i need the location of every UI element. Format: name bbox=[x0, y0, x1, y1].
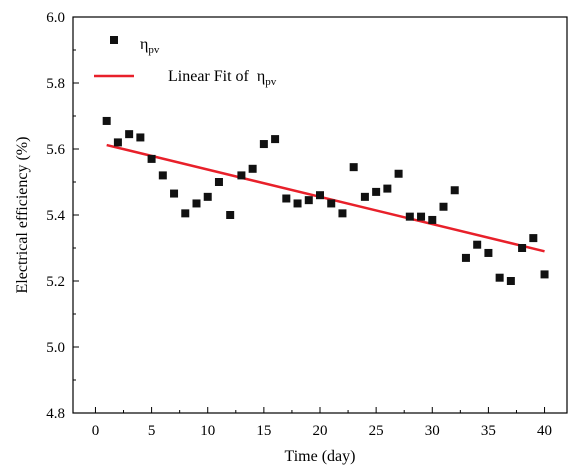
y-tick-label: 5.8 bbox=[46, 76, 65, 92]
data-point bbox=[338, 209, 347, 218]
data-point bbox=[158, 171, 167, 180]
y-axis-ticks: 4.8 5.0 5.2 5.4 5.6 5.8 6.0 bbox=[46, 10, 79, 422]
data-point bbox=[259, 140, 268, 149]
x-tick-label: 20 bbox=[313, 423, 328, 439]
x-axis-title: Time (day) bbox=[285, 448, 356, 465]
data-point bbox=[226, 211, 235, 219]
y-tick-label: 5.2 bbox=[46, 274, 65, 290]
linear-fit-line bbox=[106, 143, 545, 253]
legend-points-subscript: pv bbox=[148, 44, 160, 56]
x-tick-label: 25 bbox=[369, 423, 384, 439]
x-tick-label: 30 bbox=[425, 423, 440, 439]
data-point bbox=[170, 189, 179, 198]
x-tick-label: 5 bbox=[148, 423, 156, 439]
x-tick-label: 40 bbox=[537, 423, 552, 439]
data-point bbox=[417, 212, 426, 221]
data-point bbox=[473, 240, 482, 249]
data-point bbox=[529, 234, 538, 243]
data-point bbox=[271, 135, 280, 144]
data-point bbox=[181, 209, 190, 218]
y-tick-label: 6.0 bbox=[46, 10, 65, 26]
data-point bbox=[495, 273, 504, 282]
y-axis-title: Electrical efficiency (%) bbox=[14, 137, 31, 294]
legend-label-points: ηpv bbox=[140, 36, 160, 56]
data-point bbox=[203, 192, 212, 201]
data-point bbox=[214, 178, 223, 186]
data-point bbox=[147, 154, 156, 163]
legend-points-name: η bbox=[140, 36, 148, 53]
x-tick-label: 15 bbox=[256, 423, 271, 439]
data-point bbox=[327, 199, 336, 208]
data-point bbox=[484, 248, 493, 257]
data-point bbox=[450, 186, 459, 195]
fit-line-group bbox=[106, 143, 545, 253]
x-axis-ticks: 0 5 10 15 20 25 30 35 40 bbox=[92, 407, 552, 439]
data-point bbox=[102, 116, 111, 125]
data-point bbox=[125, 130, 134, 139]
data-point bbox=[506, 277, 515, 285]
data-point bbox=[349, 163, 358, 172]
data-point bbox=[192, 199, 201, 208]
data-point bbox=[428, 215, 437, 224]
legend-marker-points bbox=[110, 36, 118, 44]
x-tick-label: 10 bbox=[200, 423, 215, 439]
data-point bbox=[439, 202, 448, 211]
data-point bbox=[394, 169, 403, 178]
legend-line-name: Linear Fit of η bbox=[168, 68, 265, 85]
y-tick-label: 5.6 bbox=[46, 142, 65, 158]
data-point bbox=[304, 196, 313, 205]
data-point bbox=[360, 192, 369, 201]
data-point bbox=[293, 199, 302, 208]
x-tick-label: 0 bbox=[92, 423, 100, 439]
data-point bbox=[461, 253, 470, 262]
y-tick-label: 5.4 bbox=[46, 208, 65, 224]
data-point bbox=[316, 191, 324, 200]
legend: ηpv Linear Fit of ηpv bbox=[94, 36, 296, 89]
data-point bbox=[237, 171, 246, 180]
legend-label-line: Linear Fit of ηpv bbox=[140, 68, 296, 89]
data-point bbox=[282, 194, 291, 203]
data-point bbox=[518, 244, 527, 252]
data-point bbox=[383, 184, 392, 193]
scatter-points bbox=[102, 116, 549, 285]
x-tick-label: 35 bbox=[481, 423, 496, 439]
data-point bbox=[372, 187, 381, 196]
data-point bbox=[540, 270, 549, 279]
legend-line-subscript: pv bbox=[265, 76, 277, 88]
data-point bbox=[136, 133, 145, 142]
data-point bbox=[113, 138, 122, 147]
y-tick-label: 5.0 bbox=[46, 340, 65, 356]
y-tick-label: 4.8 bbox=[46, 406, 65, 422]
data-point bbox=[405, 212, 414, 221]
data-point bbox=[248, 164, 257, 173]
